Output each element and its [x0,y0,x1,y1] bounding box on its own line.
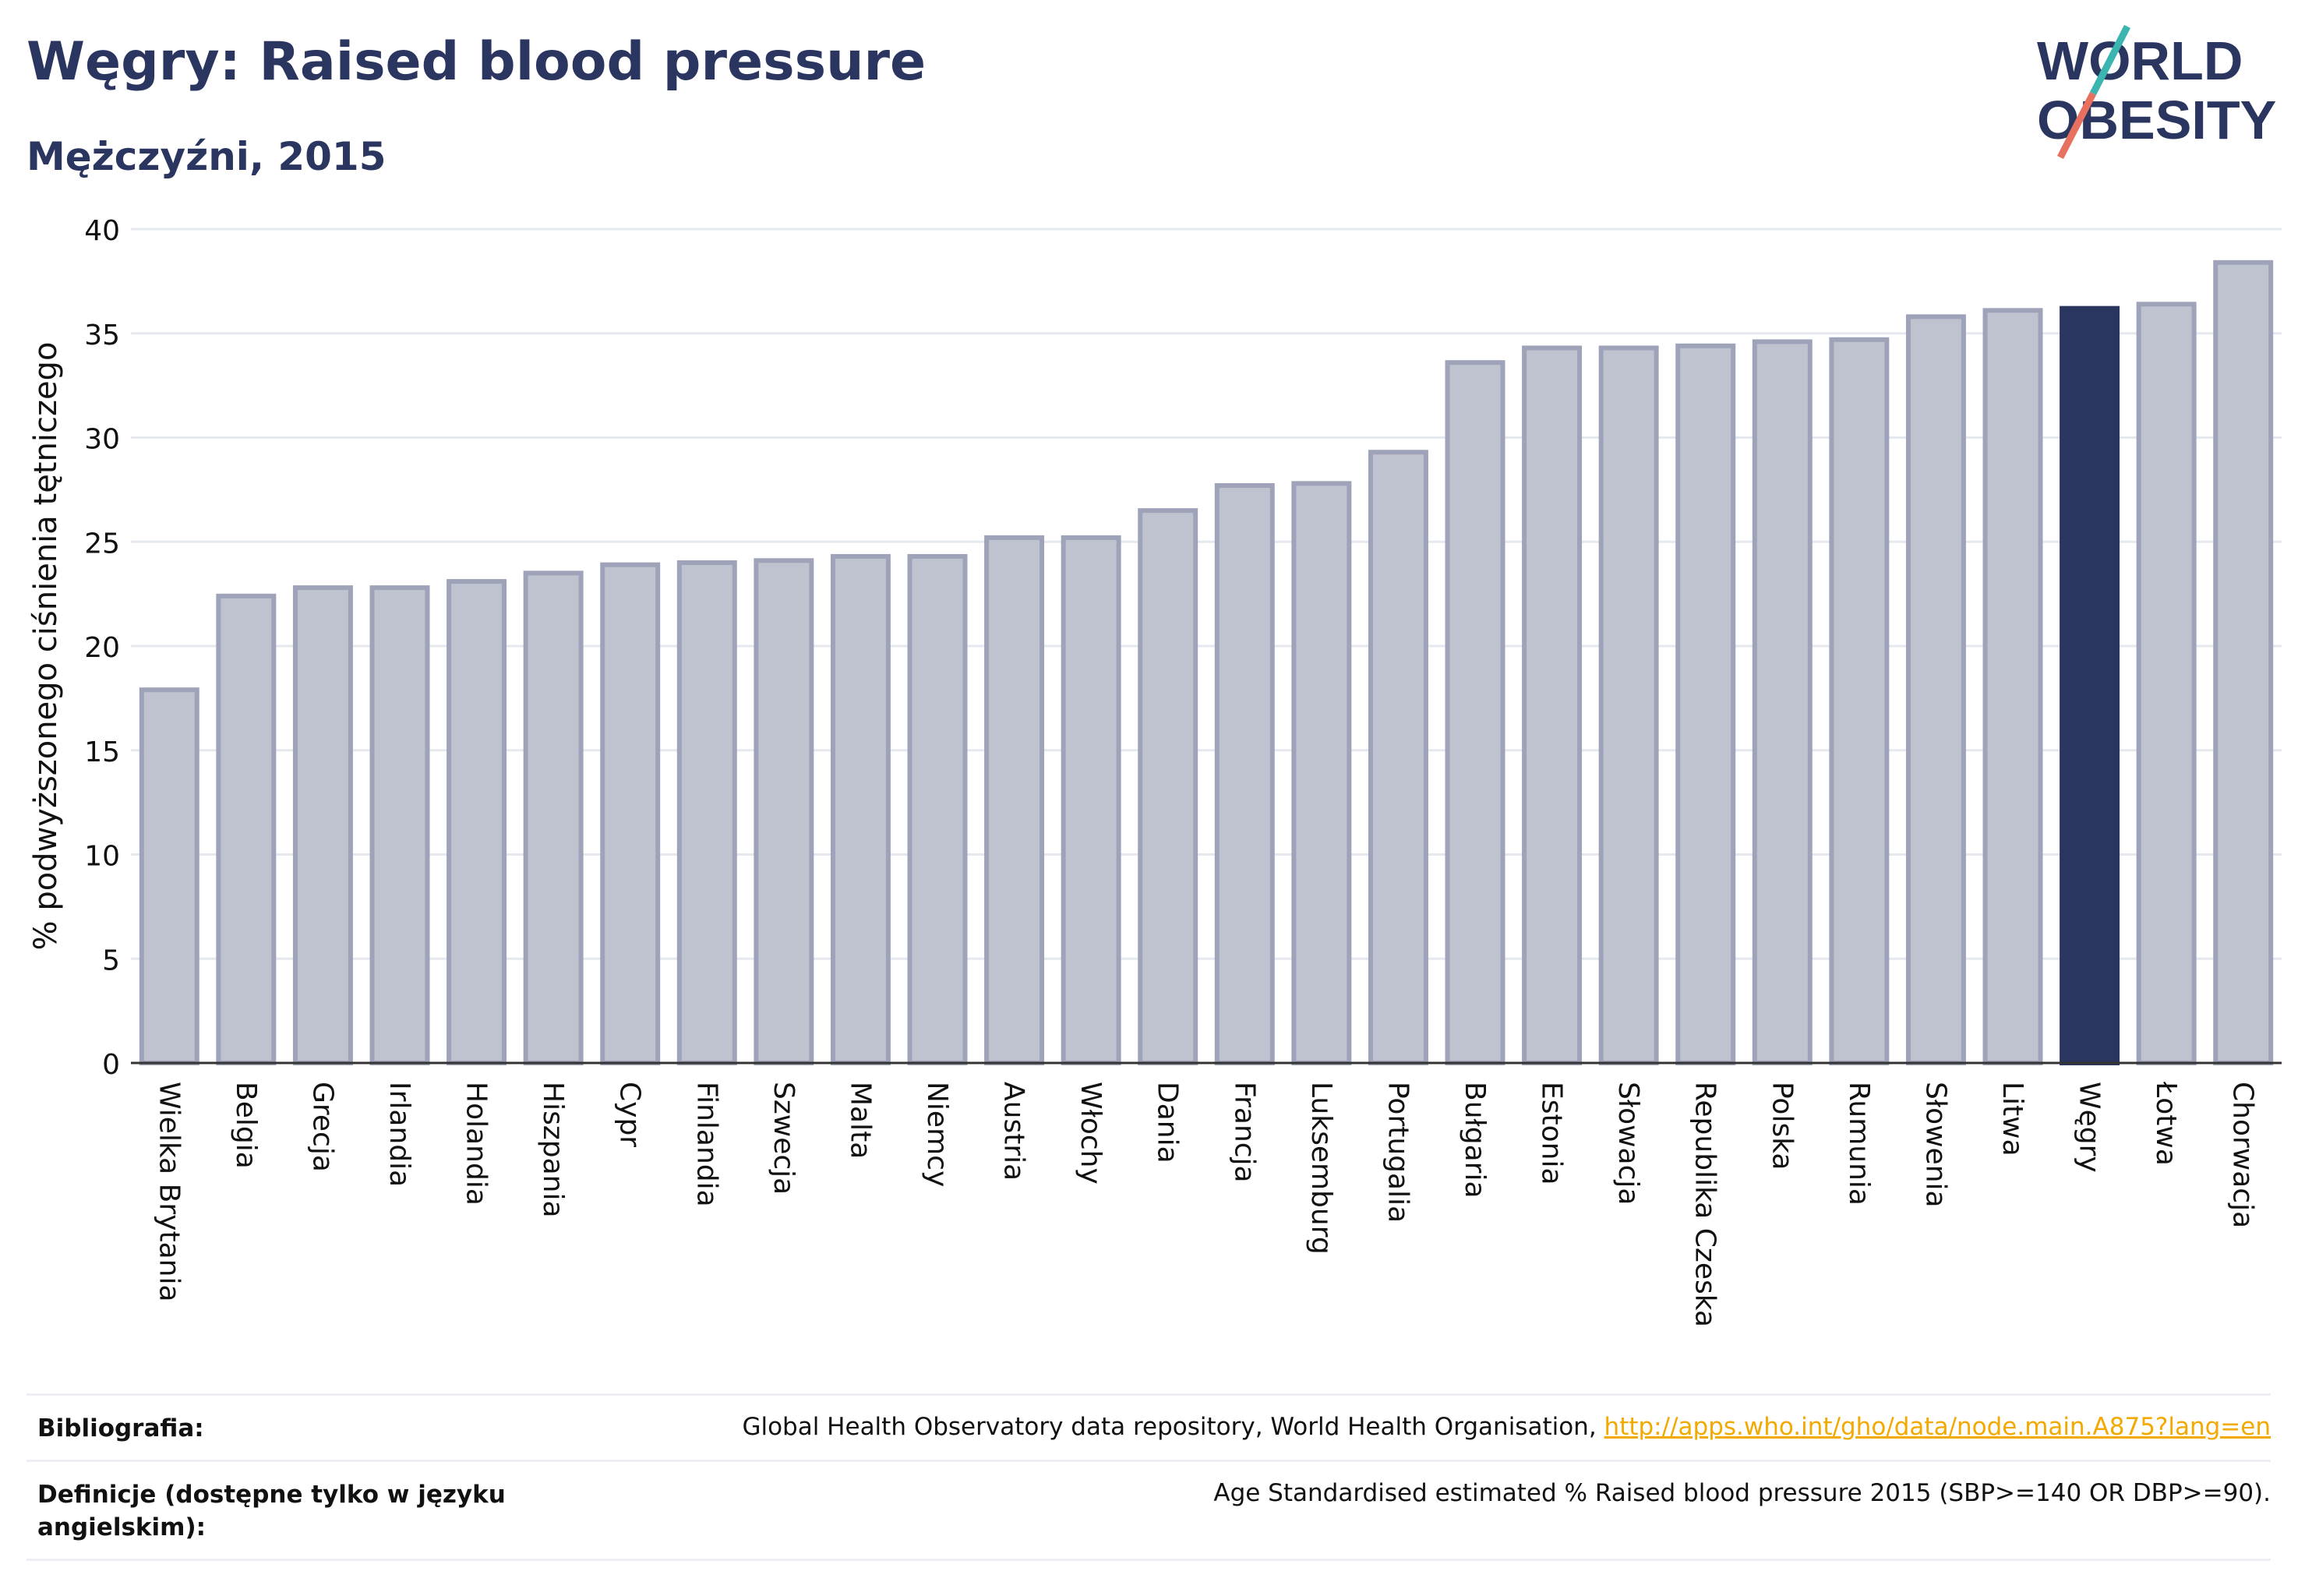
x-tick-label: Portugalia [1382,1082,1414,1223]
x-tick-label: Belgia [230,1082,262,1169]
bibliography-value: Global Health Observatory data repositor… [742,1413,2271,1441]
bar-słowenia[interactable] [1905,314,1966,1066]
y-tick-label: 20 [84,632,120,664]
bar-francja[interactable] [1214,483,1275,1065]
x-tick-label: Chorwacja [2227,1082,2259,1228]
x-tick-label: Malta [844,1082,876,1159]
bar-rumunia[interactable] [1829,337,1890,1065]
logo-slash-teal-icon [2089,24,2131,96]
bar-dania[interactable] [1138,508,1198,1065]
bibliography-row: Bibliografia: Global Health Observatory … [26,1393,2271,1460]
bar-finlandia[interactable] [676,560,737,1065]
x-tick-label: Polska [1766,1082,1798,1170]
bar-irlandia[interactable] [369,585,430,1065]
bar-austria[interactable] [984,535,1045,1065]
x-tick-label: Włochy [1075,1082,1107,1185]
bar-republika-czeska[interactable] [1675,343,1736,1065]
y-tick-label: 40 [84,215,120,247]
bibliography-label: Bibliografia: [37,1414,204,1442]
x-tick-label: Holandia [461,1082,492,1206]
definitions-label: Definicje (dostępne tylko w języku angie… [37,1480,506,1541]
bar-holandia[interactable] [447,579,507,1065]
y-tick-label: 5 [102,945,120,976]
bar-wielka-brytania[interactable] [139,687,199,1065]
bars [139,260,2274,1066]
bar-belgia[interactable] [216,593,277,1065]
bibliography-text: Global Health Observatory data repositor… [742,1413,1604,1441]
bar-cypr[interactable] [600,562,661,1065]
y-tick-label: 0 [102,1049,120,1081]
bar-słowacja[interactable] [1598,345,1659,1066]
logo-word-world: WORLD [2037,30,2243,91]
bar-bułgaria[interactable] [1445,360,1505,1065]
bar-estonia[interactable] [1522,345,1583,1066]
x-tick-label: Wielka Brytania [153,1082,185,1302]
y-tick-label: 25 [84,528,120,560]
bar-niemcy[interactable] [907,553,968,1065]
y-tick-label: 10 [84,841,120,873]
bar-łotwa[interactable] [2136,302,2197,1065]
x-tick-label: Republika Czeska [1689,1082,1721,1327]
page-title: Węgry: Raised blood pressure [26,31,927,93]
axes: 0 5 10 15 20 25 30 35 40 Wielka Brytania Belgia Gre… [84,215,2282,1327]
logo-slash-coral-icon [2056,91,2097,160]
bar-szwecja[interactable] [754,558,814,1065]
bar-węgry[interactable] [2060,305,2120,1065]
x-tick-label: Grecja [306,1082,338,1172]
y-tick-label: 35 [84,320,120,351]
bar-grecja[interactable] [292,585,353,1065]
x-tick-label: Irlandia [383,1082,415,1187]
y-axis-label: % podwyższonego ciśnienia tętniczego [28,342,64,951]
bibliography-link[interactable]: http://apps.who.int/gho/data/node.main.A… [1604,1413,2271,1441]
bar-malta[interactable] [830,553,891,1065]
x-tick-label: Dania [1152,1082,1184,1163]
bar-hiszpania[interactable] [523,570,584,1065]
bar-litwa[interactable] [1982,308,2043,1065]
x-tick-label: Estonia [1536,1082,1568,1185]
y-tick-label: 30 [84,424,120,456]
definitions-row: Definicje (dostępne tylko w języku angie… [26,1459,2271,1561]
bar-luksemburg[interactable] [1291,481,1352,1065]
x-tick-label: Węgry [2074,1082,2106,1173]
x-tick-label: Szwecja [768,1082,800,1195]
bar-chart: 0 5 10 15 20 25 30 35 40 Wielka Brytania Belgia Gre… [28,215,2282,1327]
world-obesity-logo: WORLD OBESITY [2037,24,2276,160]
x-tick-label: Francja [1228,1082,1260,1183]
page-subtitle: Mężczyźni, 2015 [26,134,387,179]
bar-polska[interactable] [1752,339,1813,1065]
x-tick-label: Niemcy [921,1082,953,1187]
bar-włochy[interactable] [1061,535,1121,1065]
x-tick-label: Austria [998,1082,1030,1181]
x-tick-label: Litwa [1996,1082,2028,1156]
x-tick-label: Rumunia [1843,1082,1875,1206]
x-tick-label: Cypr [614,1082,646,1147]
x-tick-label: Finlandia [690,1082,722,1207]
x-tick-label: Słowacja [1612,1082,1644,1205]
x-tick-label: Bułgaria [1459,1082,1491,1199]
bar-chorwacja[interactable] [2213,260,2274,1065]
x-tick-label: Hiszpania [537,1082,569,1218]
x-tick-label: Łotwa [2150,1081,2182,1166]
x-tick-label: Luksemburg [1305,1082,1337,1255]
x-tick-label: Słowenia [1919,1082,1951,1208]
definitions-value: Age Standardised estimated % Raised bloo… [1213,1478,2271,1507]
y-tick-label: 15 [84,736,120,768]
bar-portugalia[interactable] [1368,450,1428,1065]
footer-table: Bibliografia: Global Health Observatory … [26,1393,2271,1561]
